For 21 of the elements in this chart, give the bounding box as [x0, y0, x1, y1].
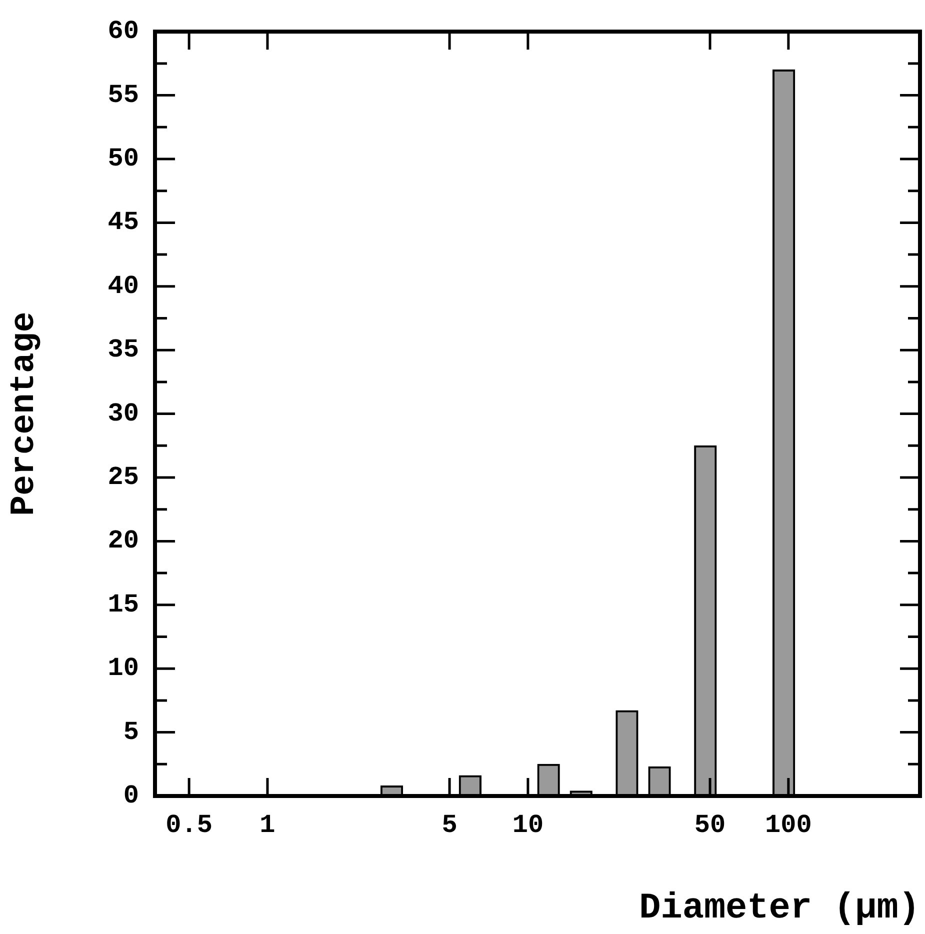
y-axis-title: Percentage	[6, 312, 44, 516]
x-tick-label: 5	[442, 810, 458, 840]
y-tick-label: 55	[108, 80, 139, 110]
y-tick-label: 35	[108, 334, 139, 365]
y-tick-label: 0	[123, 780, 139, 811]
y-tick-label: 25	[108, 462, 139, 492]
x-axis-title: Diameter (μm)	[639, 887, 920, 928]
y-tick-label: 45	[108, 207, 139, 238]
y-tick-label: 5	[123, 716, 139, 747]
x-tick-label: 100	[765, 810, 812, 840]
y-tick-label: 30	[108, 398, 139, 428]
y-tick-label: 20	[108, 526, 139, 556]
x-tick-label: 10	[512, 810, 544, 840]
y-tick-label: 50	[108, 144, 139, 174]
y-tick-label: 60	[108, 16, 139, 46]
x-tick-label: 1	[260, 810, 276, 840]
y-tick-label: 15	[108, 589, 139, 620]
y-tick-label: 10	[108, 653, 139, 684]
y-tick-label: 40	[108, 270, 139, 301]
x-tick-label: 50	[694, 810, 726, 840]
x-tick-label: 0.5	[166, 810, 212, 840]
